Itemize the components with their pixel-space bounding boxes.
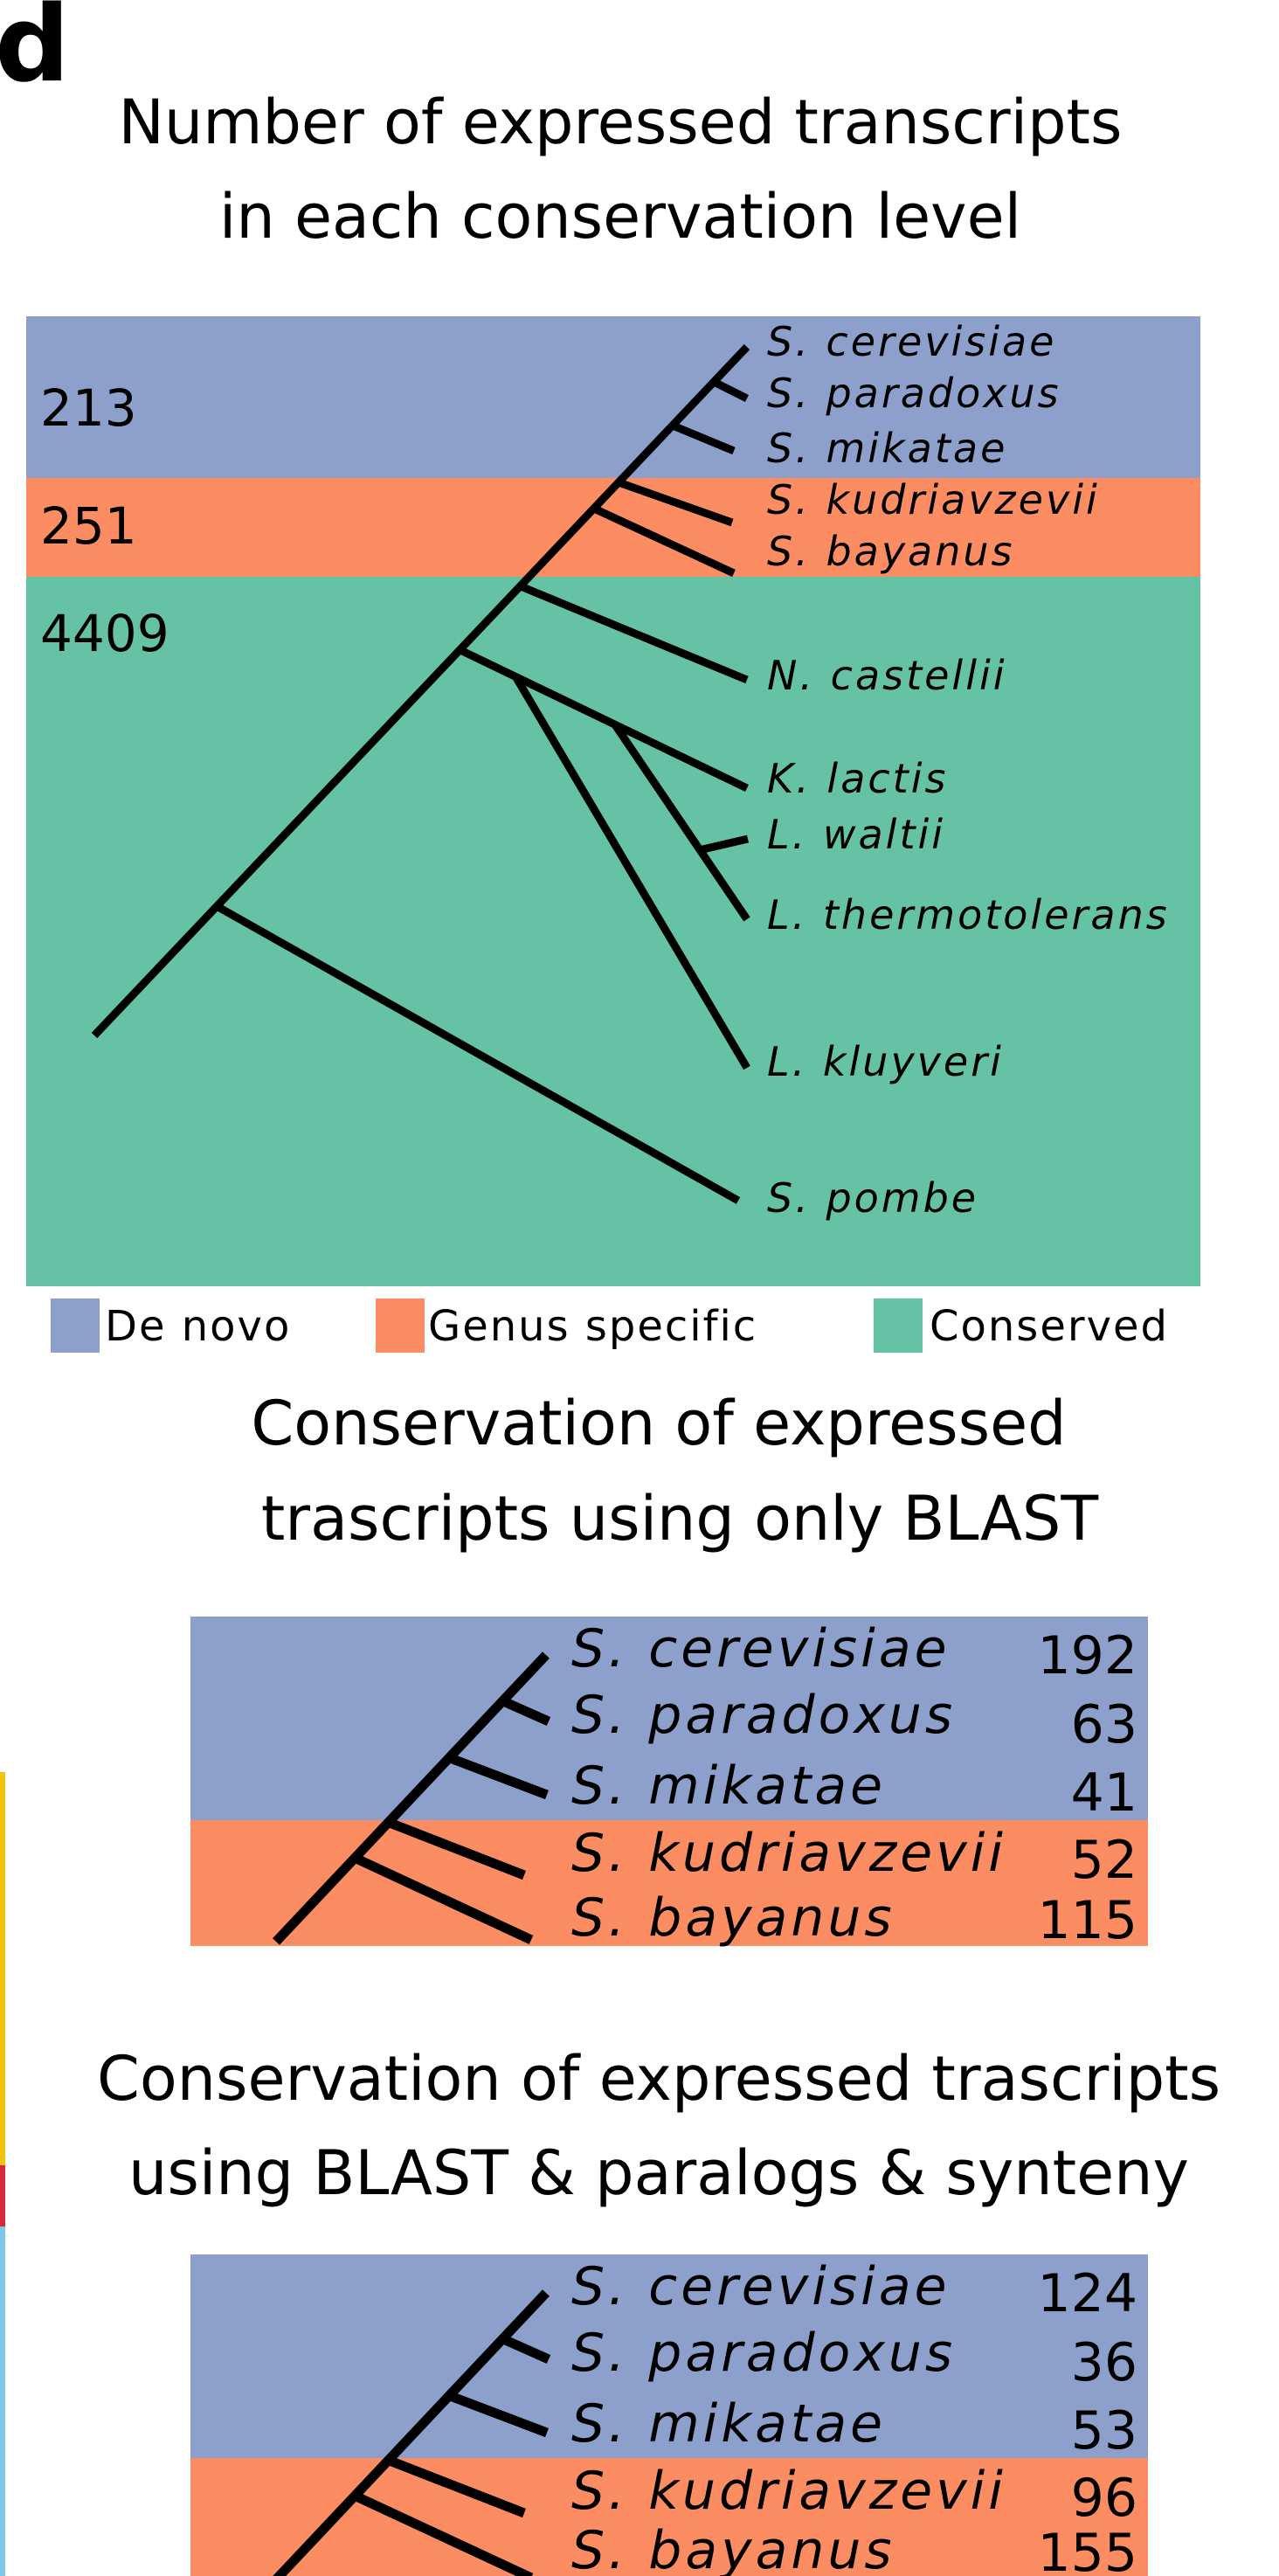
panel-label: d [0, 0, 70, 106]
panel-3-value-s-bayanus: 155 [1037, 2523, 1137, 2576]
panel-2-tree [272, 1652, 551, 1945]
species-s-cerevisiae: S. cerevisiae [767, 318, 1057, 365]
band-conserved [26, 577, 1200, 1286]
panel-3-band-genus-specific [190, 2458, 1148, 2576]
panel-3-species-s-bayanus: S. bayanus [571, 2520, 895, 2576]
panel-3-value-s-kudriavzevii: 96 [1071, 2468, 1137, 2529]
panel-1-title-line-1: Number of expressed transcripts [119, 87, 1123, 158]
species-s-kudriavzevii: S. kudriavzevii [767, 476, 1100, 523]
phylogenetic-tree [91, 343, 750, 1204]
species-s-bayanus: S. bayanus [767, 528, 1015, 575]
panel-2-band-de-novo [190, 1617, 1148, 1820]
panel-2-value-s-mikatae: 41 [1071, 1762, 1137, 1824]
panel-3-species-s-paradoxus: S. paradoxus [571, 2323, 956, 2384]
species-l-waltii: L. waltii [767, 811, 945, 858]
count-de-novo: 213 [40, 378, 137, 438]
panel-2-species-s-cerevisiae: S. cerevisiae [571, 1618, 951, 1679]
panel-2-species-s-kudriavzevii: S. kudriavzevii [571, 1823, 1006, 1884]
panel-3: Conservation of expressed trascripts usi… [97, 2043, 1220, 2576]
panel-3-species-s-mikatae: S. mikatae [571, 2393, 886, 2455]
panel-3-tree [273, 2289, 551, 2576]
species-n-castellii: N. castellii [767, 652, 1007, 699]
legend-label-conserved: Conserved [930, 1302, 1169, 1351]
species-s-mikatae: S. mikatae [767, 425, 1007, 472]
panel-3-band-de-novo [190, 2254, 1148, 2458]
panel-3-value-s-cerevisiae: 124 [1037, 2263, 1137, 2324]
species-l-kluyveri: L. kluyveri [767, 1038, 1004, 1085]
panel-2-value-s-paradoxus: 63 [1071, 1694, 1137, 1755]
panel-3-title-line-1: Conservation of expressed trascripts [97, 2043, 1220, 2115]
species-s-paradoxus: S. paradoxus [767, 370, 1061, 417]
panel-1-title-line-2: in each conservation level [219, 181, 1021, 253]
legend-label-genus-specific: Genus specific [428, 1302, 757, 1351]
panel-2-title-line-2: trascripts using only BLAST [261, 1483, 1099, 1555]
panel-2-species-s-mikatae: S. mikatae [571, 1755, 886, 1817]
legend-swatch-genus-specific [376, 1298, 425, 1353]
legend: De novo Genus specific Conserved [51, 1298, 1169, 1353]
band-de-novo [26, 316, 1200, 478]
legend-label-de-novo: De novo [105, 1302, 291, 1351]
panel-2-value-s-cerevisiae: 192 [1037, 1625, 1137, 1686]
count-conserved: 4409 [40, 604, 169, 663]
species-l-thermotolerans: L. thermotolerans [767, 891, 1170, 938]
legend-swatch-conserved [874, 1298, 923, 1353]
panel-2-value-s-kudriavzevii: 52 [1071, 1830, 1137, 1891]
panel-2: Conservation of expressed trascripts usi… [190, 1388, 1148, 1951]
panel-2-species-s-bayanus: S. bayanus [571, 1887, 895, 1949]
species-k-lactis: K. lactis [767, 755, 948, 802]
panel-3-title-line-2: using BLAST & paralogs & synteny [128, 2137, 1189, 2209]
panel-2-species-s-paradoxus: S. paradoxus [571, 1685, 956, 1746]
panel-3-species-s-kudriavzevii: S. kudriavzevii [571, 2461, 1006, 2522]
panel-2-value-s-bayanus: 115 [1037, 1890, 1137, 1951]
panel-3-value-s-paradoxus: 36 [1071, 2332, 1137, 2393]
panel-3-species-s-cerevisiae: S. cerevisiae [571, 2256, 951, 2317]
count-genus-specific: 251 [40, 496, 137, 556]
panel-1: Number of expressed transcripts in each … [26, 87, 1200, 1286]
panel-2-band-genus-specific [190, 1820, 1148, 1946]
panel-2-title-line-1: Conservation of expressed [251, 1388, 1066, 1459]
legend-swatch-de-novo [51, 1298, 100, 1353]
cropped-panel-edge [0, 1772, 5, 2576]
species-s-pombe: S. pombe [767, 1174, 978, 1222]
band-genus-specific [26, 478, 1200, 577]
panel-3-value-s-mikatae: 53 [1071, 2400, 1137, 2462]
